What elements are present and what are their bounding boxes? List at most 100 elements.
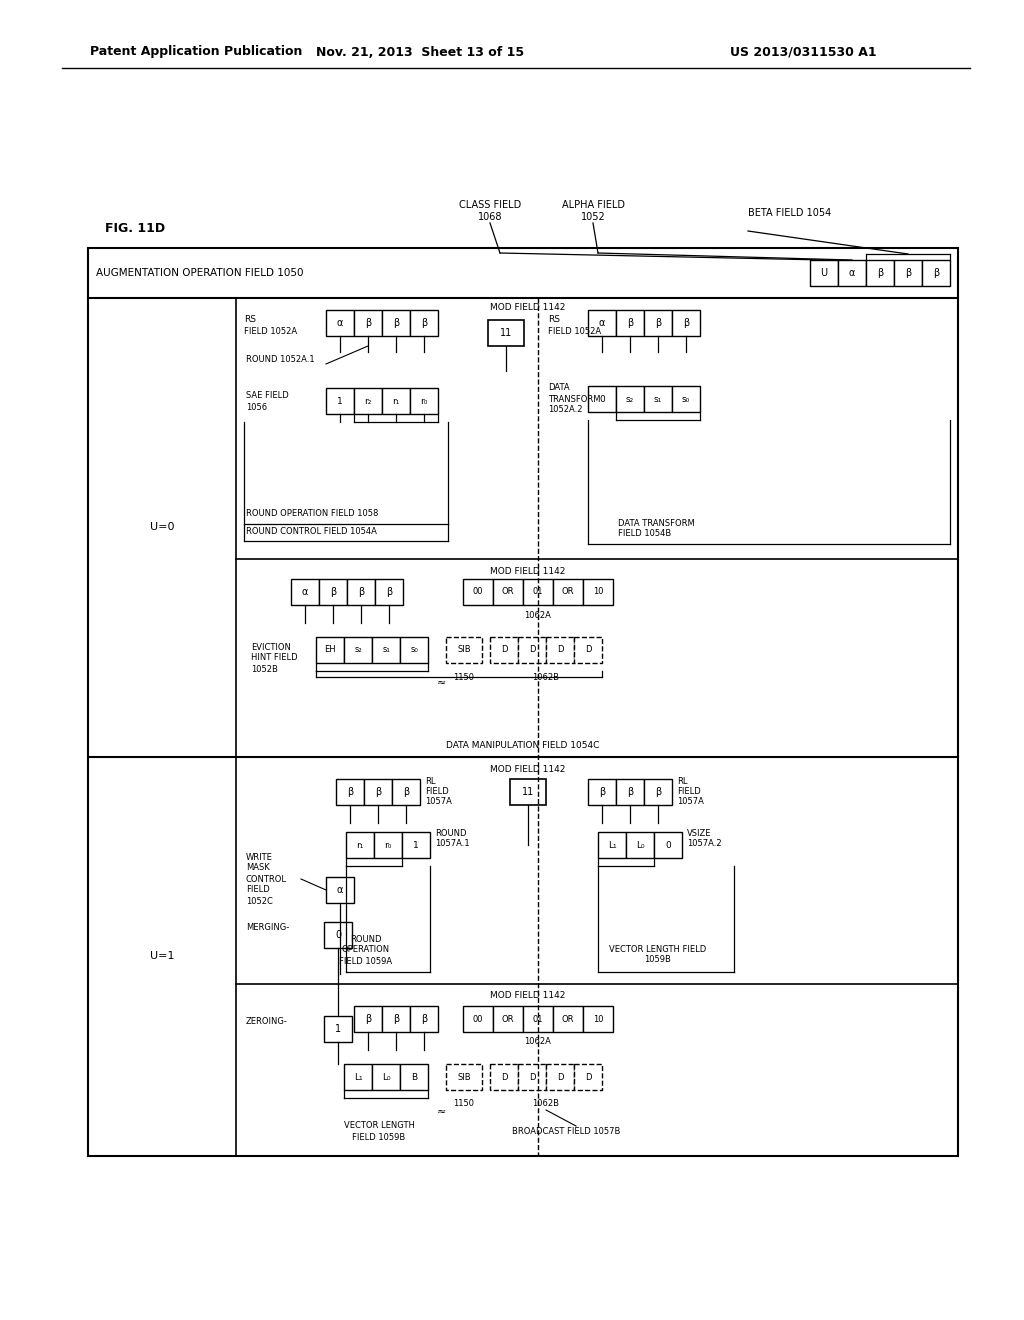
- Text: β: β: [365, 1014, 371, 1024]
- Bar: [364, 779, 392, 805]
- Text: 1052C: 1052C: [246, 896, 272, 906]
- Text: ROUND OPERATION FIELD 1058: ROUND OPERATION FIELD 1058: [246, 510, 379, 519]
- Text: ≈: ≈: [436, 678, 445, 688]
- Text: β: β: [627, 318, 633, 327]
- Bar: [372, 1064, 400, 1090]
- Bar: [392, 779, 420, 805]
- Text: ≈: ≈: [436, 1107, 445, 1117]
- Text: β: β: [393, 1014, 399, 1024]
- Text: L₀: L₀: [636, 841, 644, 850]
- Bar: [382, 1006, 410, 1032]
- Text: β: β: [655, 787, 662, 797]
- Bar: [574, 1064, 602, 1090]
- Text: DATA: DATA: [548, 384, 569, 392]
- Bar: [490, 638, 518, 663]
- Text: MOD FIELD 1142: MOD FIELD 1142: [490, 304, 565, 313]
- Text: α: α: [337, 884, 343, 895]
- Text: r₁: r₁: [392, 396, 399, 405]
- Text: α: α: [849, 268, 855, 279]
- Text: Nov. 21, 2013  Sheet 13 of 15: Nov. 21, 2013 Sheet 13 of 15: [316, 45, 524, 58]
- Text: 1057A: 1057A: [677, 796, 703, 805]
- Bar: [346, 832, 374, 858]
- Bar: [644, 779, 672, 805]
- Text: 11: 11: [522, 787, 535, 797]
- Text: β: β: [877, 268, 883, 279]
- Bar: [382, 388, 410, 414]
- Text: RS: RS: [244, 315, 256, 325]
- Text: s₂: s₂: [626, 395, 634, 404]
- Text: 1057A: 1057A: [425, 796, 452, 805]
- Text: α: α: [302, 587, 308, 597]
- Bar: [616, 310, 644, 337]
- Text: CLASS FIELD: CLASS FIELD: [459, 201, 521, 210]
- Text: 1057A.1: 1057A.1: [435, 840, 470, 849]
- Text: β: β: [655, 318, 662, 327]
- Text: D: D: [501, 1072, 507, 1081]
- Bar: [344, 1064, 372, 1090]
- Text: US 2013/0311530 A1: US 2013/0311530 A1: [730, 45, 877, 58]
- Text: VECTOR LENGTH: VECTOR LENGTH: [344, 1122, 415, 1130]
- Text: FIELD 1054B: FIELD 1054B: [618, 529, 672, 539]
- Text: 1059B: 1059B: [644, 956, 672, 965]
- Text: 01: 01: [532, 587, 544, 597]
- Bar: [410, 1006, 438, 1032]
- Text: RL: RL: [425, 776, 435, 785]
- Text: s₁: s₁: [382, 645, 390, 655]
- Bar: [400, 1064, 428, 1090]
- Text: ROUND CONTROL FIELD 1054A: ROUND CONTROL FIELD 1054A: [246, 527, 377, 536]
- Text: r₀: r₀: [384, 841, 392, 850]
- Text: SIB: SIB: [457, 645, 471, 655]
- Bar: [344, 638, 372, 663]
- Bar: [583, 579, 613, 605]
- Text: ROUND 1052A.1: ROUND 1052A.1: [246, 355, 314, 364]
- Bar: [493, 1006, 523, 1032]
- Text: FIELD 1052A: FIELD 1052A: [244, 326, 297, 335]
- Text: 1062B: 1062B: [532, 1100, 559, 1109]
- Text: L₁: L₁: [353, 1072, 362, 1081]
- Bar: [336, 779, 364, 805]
- Text: β: β: [933, 268, 939, 279]
- Bar: [446, 1064, 482, 1090]
- Text: 00: 00: [473, 587, 483, 597]
- Text: OR: OR: [502, 1015, 514, 1023]
- Bar: [838, 260, 866, 286]
- Text: MOD FIELD 1142: MOD FIELD 1142: [490, 764, 565, 774]
- Bar: [410, 310, 438, 337]
- Text: 0: 0: [335, 931, 341, 940]
- Bar: [372, 638, 400, 663]
- Text: β: β: [375, 787, 381, 797]
- Text: U: U: [820, 268, 827, 279]
- Bar: [644, 385, 672, 412]
- Text: MERGING-: MERGING-: [246, 923, 289, 932]
- Bar: [546, 638, 574, 663]
- Bar: [546, 1064, 574, 1090]
- Text: 1068: 1068: [478, 213, 502, 222]
- Text: D: D: [585, 1072, 591, 1081]
- Text: β: β: [347, 787, 353, 797]
- Text: RS: RS: [548, 315, 560, 325]
- Text: 0: 0: [666, 841, 671, 850]
- Text: OR: OR: [562, 1015, 574, 1023]
- Bar: [319, 579, 347, 605]
- Bar: [488, 319, 524, 346]
- Text: 01: 01: [532, 1015, 544, 1023]
- Bar: [316, 638, 344, 663]
- Text: VSIZE: VSIZE: [687, 829, 712, 838]
- Text: SIB: SIB: [457, 1072, 471, 1081]
- Bar: [324, 1016, 352, 1041]
- Text: FIG. 11D: FIG. 11D: [105, 222, 165, 235]
- Text: 1: 1: [413, 841, 419, 850]
- Bar: [326, 876, 354, 903]
- Text: β: β: [599, 787, 605, 797]
- Bar: [588, 779, 616, 805]
- Text: FIELD: FIELD: [425, 787, 449, 796]
- Text: U=1: U=1: [150, 950, 174, 961]
- Bar: [654, 832, 682, 858]
- Text: 00: 00: [473, 1015, 483, 1023]
- Text: RL: RL: [677, 776, 687, 785]
- Text: α: α: [599, 318, 605, 327]
- Text: DATA MANIPULATION FIELD 1054C: DATA MANIPULATION FIELD 1054C: [446, 741, 600, 750]
- Bar: [463, 1006, 493, 1032]
- Text: VECTOR LENGTH FIELD: VECTOR LENGTH FIELD: [609, 945, 707, 953]
- Text: β: β: [365, 318, 371, 327]
